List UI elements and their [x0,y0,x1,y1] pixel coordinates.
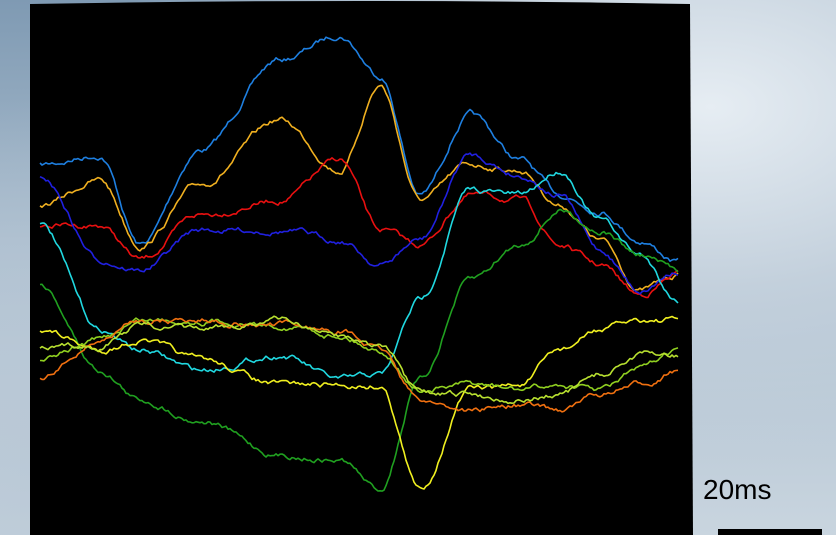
trace [39,317,679,394]
trace [39,152,679,295]
trace [39,36,679,262]
trace [39,157,679,299]
trace [39,208,679,492]
trace [39,171,679,379]
scale-bar [718,529,822,535]
panel-background [30,1,693,535]
trace-group [39,36,679,492]
scale-label: 20ms [703,474,772,505]
trace [39,315,679,490]
trace [39,315,679,405]
